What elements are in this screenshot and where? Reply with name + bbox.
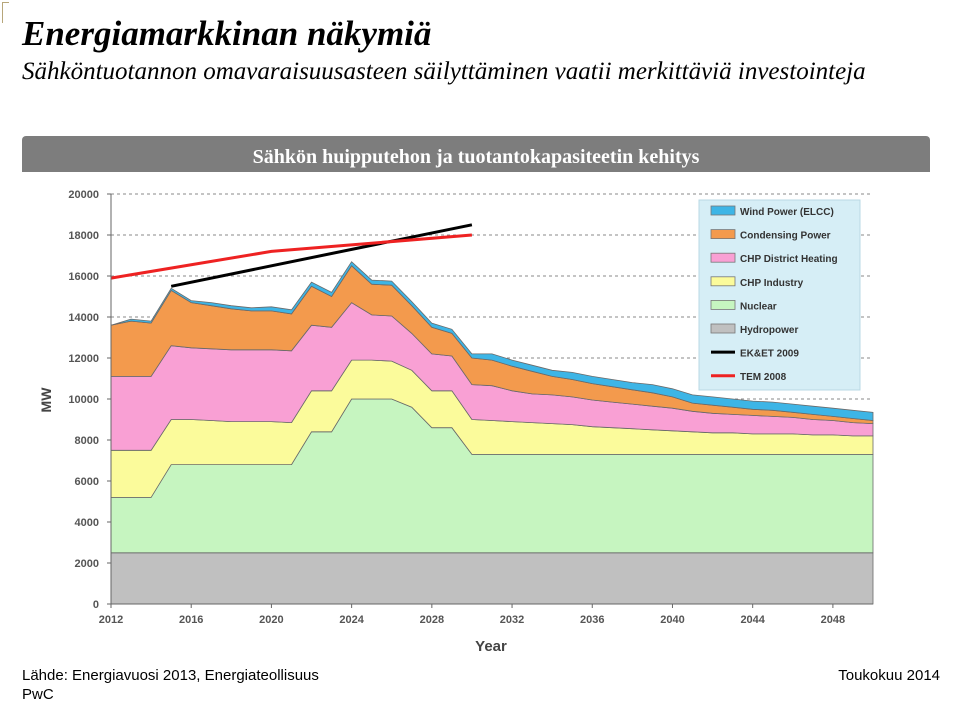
y-tick-label-6: 12000 [68,353,99,365]
area-layer [110,261,874,605]
y-axis-label: MW [38,387,54,413]
x-tick-label-7: 2040 [660,614,684,626]
capacity-chart: MW Year 0 2000 4000 6000 8000 10000 12000 14000… [38,189,874,655]
legend-swatch-condensing-power [710,229,736,239]
area-wind-power-elcc- [110,261,874,421]
y-tick-label-3: 6000 [75,476,99,488]
x-tick-label-4: 2028 [420,614,444,626]
legend-label-chp-industry: CHP Industry [740,278,804,289]
line-ek-et-2009 [170,223,473,288]
legend-swatch-chp-district-heating [710,252,736,263]
page-subtitle: Sähköntuotannon omavaraisuusasteen säily… [22,58,866,85]
x-tick-label-1: 2016 [179,614,203,626]
y-tick-label-2: 4000 [75,517,99,529]
chart-banner: Sähkön huipputehon ja tuotantokapasiteet… [22,136,930,172]
x-tick-label-8: 2044 [740,614,765,626]
legend-swatch-hydropower [710,323,736,334]
y-tick-label-8: 16000 [68,271,99,283]
line-layer [110,223,473,288]
y-tick-label-4: 8000 [75,435,99,447]
y-tick-label-7: 14000 [68,312,99,324]
source-block: Lähde: Energiavuosi 2013, Energiateollis… [22,666,319,704]
x-tick-label-0: 2012 [99,614,123,626]
legend-label-nuclear: Nuclear [740,301,777,312]
date-note: Toukokuu 2014 [838,667,940,684]
legend-swatch-nuclear [710,299,736,310]
x-axis-label: Year [475,638,507,655]
line-tem-2008 [110,233,473,280]
x-tick-label-5: 2032 [500,614,524,626]
x-tick-label-3: 2024 [339,614,364,626]
legend-box [698,199,861,391]
legend-label-wind-power-elcc-: Wind Power (ELCC) [740,207,834,218]
x-tick-label-2: 2020 [259,614,283,626]
x-tick-label-6: 2036 [580,614,604,626]
axis-layer: MW Year 0 2000 4000 6000 8000 10000 12000 14000… [38,189,873,655]
company-name: PwC [22,686,54,703]
legend-label-hydropower: Hydropower [740,325,798,336]
legend-label-tem-2008: TEM 2008 [740,372,787,383]
chart-legend: Wind Power (ELCC) Condensing Power CHP Dis… [698,199,861,391]
x-tick-label-9: 2048 [821,614,845,626]
area-hydropower [110,552,874,605]
legend-label-chp-district-heating: CHP District Heating [740,254,838,265]
legend-swatch-chp-industry [710,276,736,287]
legend-label-condensing-power: Condensing Power [740,231,831,242]
y-tick-label-0: 0 [93,599,99,611]
y-tick-label-10: 20000 [68,189,99,201]
y-tick-label-1: 2000 [75,558,99,570]
page-title: Energiamarkkinan näkymiä [22,14,432,53]
y-tick-label-5: 10000 [68,394,99,406]
legend-label-ek-et-2009: EK&ET 2009 [740,349,799,360]
y-tick-label-9: 18000 [68,230,99,242]
source-note: Lähde: Energiavuosi 2013, Energiateollis… [22,667,319,684]
legend-swatch-wind-power-elcc- [710,205,736,216]
corner-decoration [2,2,9,23]
